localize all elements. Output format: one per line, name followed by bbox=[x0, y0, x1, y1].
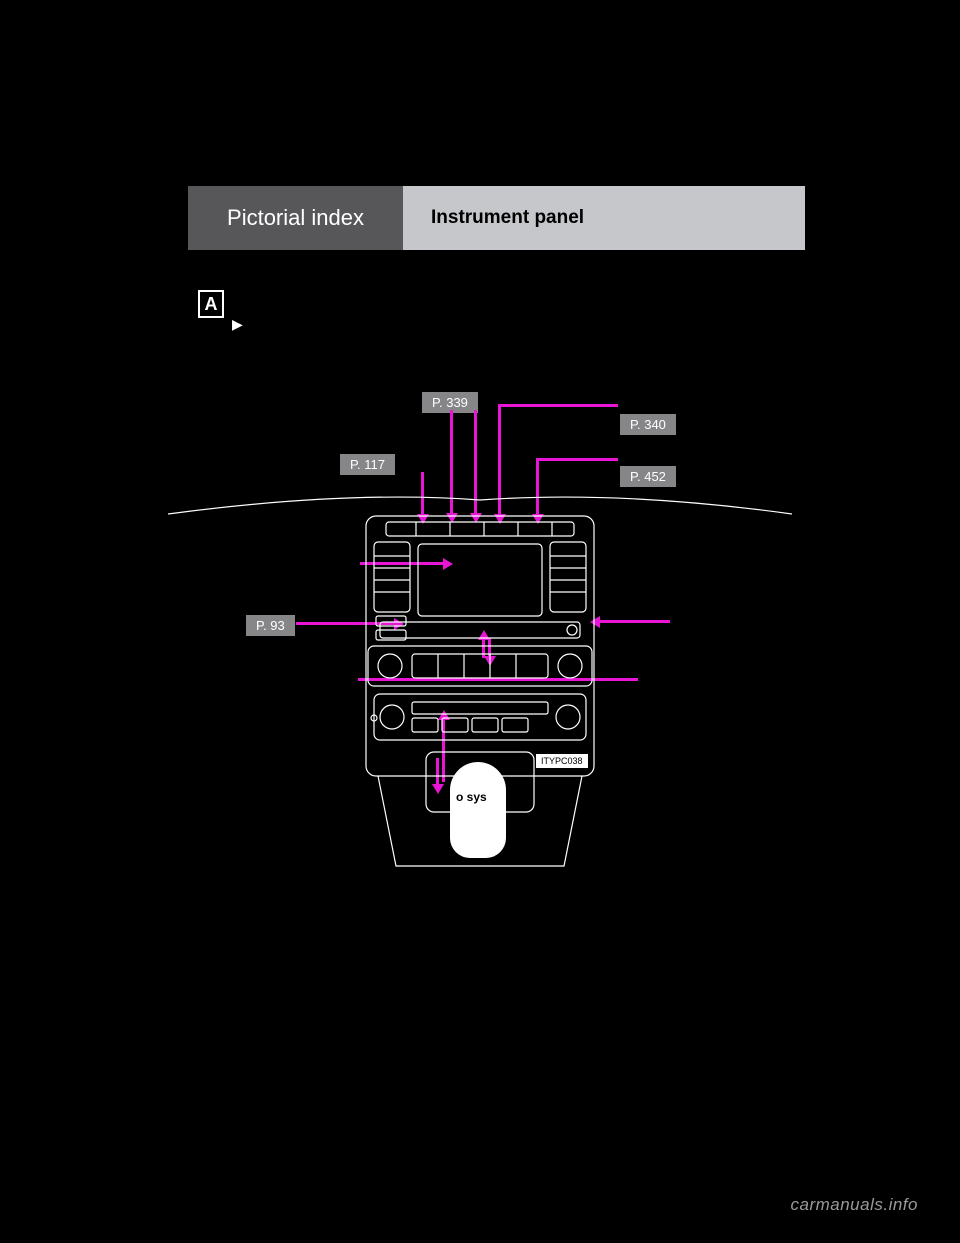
callout-line-p452-h bbox=[538, 458, 618, 461]
header-section-title: Pictorial index bbox=[227, 205, 364, 231]
header-section-title-box: Pictorial index bbox=[188, 186, 403, 250]
image-id-label: ITYPC038 bbox=[536, 754, 588, 768]
callout-line-p340-h bbox=[500, 404, 618, 407]
type-badge: A bbox=[198, 290, 224, 318]
audio-label-fragment: o sys bbox=[456, 790, 487, 804]
page-ref-p117: P. 117 bbox=[340, 454, 395, 475]
page-ref-p340: P. 340 bbox=[620, 414, 676, 435]
source-watermark: carmanuals.info bbox=[790, 1195, 918, 1215]
shift-knob bbox=[450, 762, 506, 858]
type-indicator: A bbox=[198, 290, 224, 318]
type-badge-letter: A bbox=[205, 294, 218, 315]
type-arrow-icon: ▶ bbox=[232, 316, 243, 333]
header-topic-title: Instrument panel bbox=[431, 207, 584, 229]
page-header: Pictorial index Instrument panel bbox=[188, 186, 805, 250]
page-ref-p452: P. 452 bbox=[620, 466, 676, 487]
page-root: Pictorial index Instrument panel A ▶ P. … bbox=[0, 0, 960, 1243]
header-topic-box: Instrument panel bbox=[403, 186, 805, 250]
